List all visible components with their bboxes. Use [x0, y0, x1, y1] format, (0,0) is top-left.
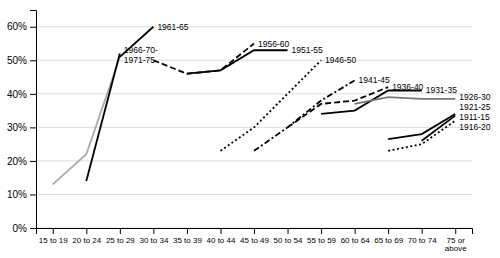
- x-tick-label: 65 to 69: [374, 236, 403, 245]
- x-tick-label: 45 to 49: [240, 236, 269, 245]
- y-tick-label: 60%: [7, 21, 27, 32]
- x-tick-mark: [187, 228, 188, 234]
- series-label: 1946-50: [325, 55, 356, 65]
- x-tick-label: 75 orabove: [445, 236, 467, 254]
- x-tick-mark: [355, 228, 356, 234]
- y-tick: 0%: [13, 223, 36, 234]
- y-axis: 0% 10% 20% 30% 40% 50% 60%: [7, 11, 37, 234]
- x-tick-mark: [153, 228, 154, 234]
- x-tick: 35 to 39: [173, 228, 202, 245]
- series-line: [220, 60, 321, 151]
- series-label: 1911-15: [459, 112, 490, 122]
- series-line: [187, 50, 288, 73]
- grid-line: [36, 93, 472, 94]
- y-tick: 10%: [7, 189, 36, 200]
- grid: [36, 27, 472, 228]
- x-axis-line: [37, 229, 473, 235]
- x-tick: 25 to 29: [106, 228, 135, 245]
- y-tick-label: 20%: [7, 156, 27, 167]
- series-label: 1951-55: [292, 45, 323, 55]
- y-tick: 30%: [7, 122, 36, 133]
- series-line: [388, 114, 455, 139]
- x-tick-label: 50 to 54: [274, 236, 303, 245]
- series-line: [86, 54, 120, 181]
- x-tick-label: 60 to 64: [341, 236, 370, 245]
- y-tick-mark: [30, 228, 36, 229]
- x-tick-mark: [321, 228, 322, 234]
- x-tick-mark: [120, 228, 121, 234]
- x-tick: 55 to 59: [307, 228, 336, 245]
- y-tick: 20%: [7, 156, 36, 167]
- grid-line: [36, 194, 472, 195]
- series-label: 1956-60: [258, 39, 289, 49]
- y-tick-mark: [30, 127, 36, 128]
- y-tick: 40%: [7, 89, 36, 100]
- x-tick-label: 30 to 34: [139, 236, 168, 245]
- y-tick-mark: [30, 60, 36, 61]
- x-tick: 45 to 49: [240, 228, 269, 245]
- series-labels: 1971-751966-70- 1961-65 1956-601951-551946…: [124, 22, 491, 133]
- y-axis-line: [30, 11, 37, 229]
- x-tick-mark: [288, 228, 289, 234]
- x-tick-mark: [455, 228, 456, 234]
- chart: 0% 10% 20% 30% 40% 50% 60% 15 to 19 20 to 24 25 t…: [0, 0, 500, 258]
- series-line: [422, 116, 456, 141]
- x-tick: 75 orabove: [445, 228, 467, 253]
- y-tick: 50%: [7, 55, 36, 66]
- x-tick-mark: [220, 228, 221, 234]
- x-tick-label: 15 to 19: [39, 236, 68, 245]
- y-tick-mark: [30, 161, 36, 162]
- grid-line: [36, 26, 472, 27]
- x-tick-label: 40 to 44: [207, 236, 236, 245]
- x-tick-label: 55 to 59: [307, 236, 336, 245]
- y-tick-mark: [30, 194, 36, 195]
- series-label: 1926-30: [459, 92, 490, 102]
- series-label: 1966-70-: [124, 45, 158, 55]
- x-axis: 15 to 19 20 to 24 25 to 29 30 to 34 35 to 39…: [37, 228, 473, 253]
- series-line: [321, 90, 422, 113]
- x-tick: 65 to 69: [374, 228, 403, 245]
- grid-line: [36, 60, 472, 61]
- y-tick-label: 40%: [7, 89, 27, 100]
- series-label: 1961-65: [157, 22, 188, 32]
- x-tick-mark: [422, 228, 423, 234]
- series-label: 1931-35: [426, 85, 457, 95]
- series-label: 1941-45: [359, 75, 390, 85]
- lines: [53, 27, 455, 185]
- series-label: 1921-25: [459, 102, 490, 112]
- y-tick-label: 10%: [7, 189, 27, 200]
- x-tick-mark: [388, 228, 389, 234]
- grid-line: [36, 160, 472, 161]
- x-tick: 70 to 74: [408, 228, 437, 245]
- x-tick-label: 35 to 39: [173, 236, 202, 245]
- series-line: [288, 87, 389, 127]
- y-tick-label: 30%: [7, 122, 27, 133]
- x-tick-mark: [53, 228, 54, 234]
- x-tick-label: 70 to 74: [408, 236, 437, 245]
- series-line: [388, 121, 455, 151]
- y-tick-label: 0%: [13, 223, 28, 234]
- y-tick-label: 50%: [7, 55, 27, 66]
- x-tick-mark: [254, 228, 255, 234]
- series-label: 1936-40: [392, 82, 423, 92]
- x-tick-mark: [86, 228, 87, 234]
- x-tick-label: 20 to 24: [72, 236, 101, 245]
- x-tick: 50 to 54: [274, 228, 303, 245]
- series-label: 1916-20: [459, 122, 490, 132]
- x-tick: 60 to 64: [341, 228, 370, 245]
- x-tick: 30 to 34: [139, 228, 168, 245]
- y-tick: 60%: [7, 21, 36, 32]
- y-tick-mark: [30, 27, 36, 28]
- x-tick-label: 25 to 29: [106, 236, 135, 245]
- x-tick: 15 to 19: [39, 228, 68, 245]
- x-tick: 40 to 44: [207, 228, 236, 245]
- x-tick: 20 to 24: [72, 228, 101, 245]
- series-line: [355, 97, 456, 104]
- series-line: [53, 57, 120, 184]
- plot: 0% 10% 20% 30% 40% 50% 60% 15 to 19 20 to 24 25 t…: [7, 11, 491, 254]
- series-label: 1971-75: [124, 55, 155, 65]
- y-tick-mark: [30, 94, 36, 95]
